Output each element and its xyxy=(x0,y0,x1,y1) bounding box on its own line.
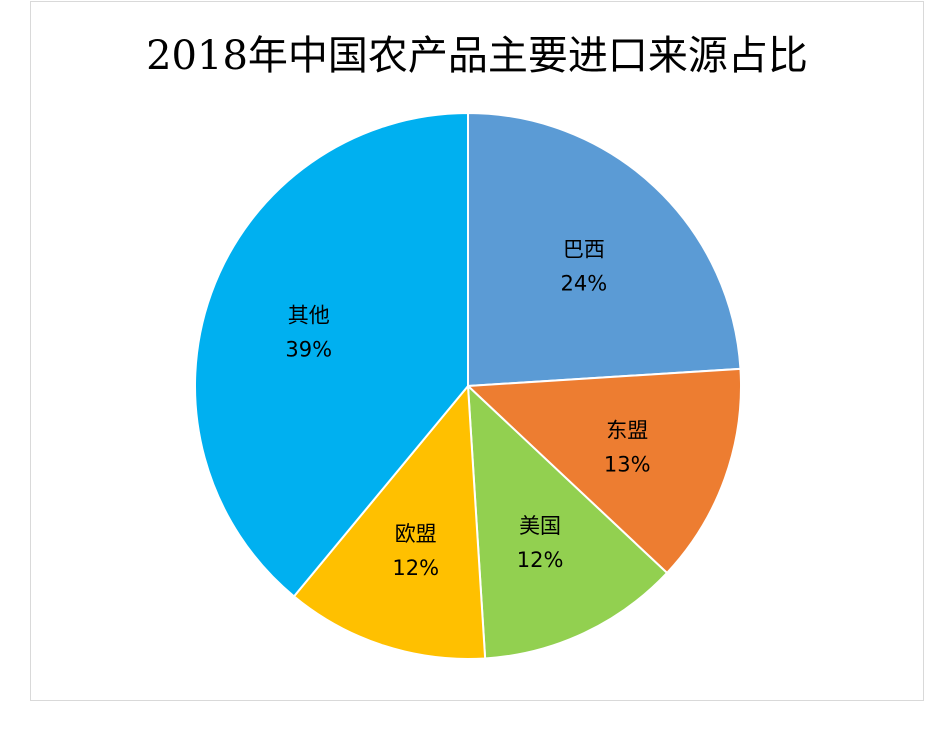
pie-slice-0 xyxy=(467,111,742,388)
slice-value-label: 24% xyxy=(561,272,608,296)
pie-slice-2 xyxy=(466,383,669,660)
slice-category-label: 巴西 xyxy=(563,238,605,262)
slice-value-label: 13% xyxy=(604,452,651,476)
slice-category-label: 东盟 xyxy=(606,418,648,442)
slice-value-label: 12% xyxy=(517,548,564,572)
slice-value-label: 39% xyxy=(285,338,332,362)
pie-slice-1 xyxy=(465,367,742,575)
pie-slice-3 xyxy=(292,383,487,660)
pie-slice-4 xyxy=(194,111,469,598)
slice-value-label: 12% xyxy=(392,556,439,580)
slice-category-label: 美国 xyxy=(519,514,561,538)
slice-category-label: 其他 xyxy=(288,304,330,328)
slice-category-label: 欧盟 xyxy=(395,522,437,546)
chart-title: 2018年中国农产品主要进口来源占比 xyxy=(146,33,808,79)
